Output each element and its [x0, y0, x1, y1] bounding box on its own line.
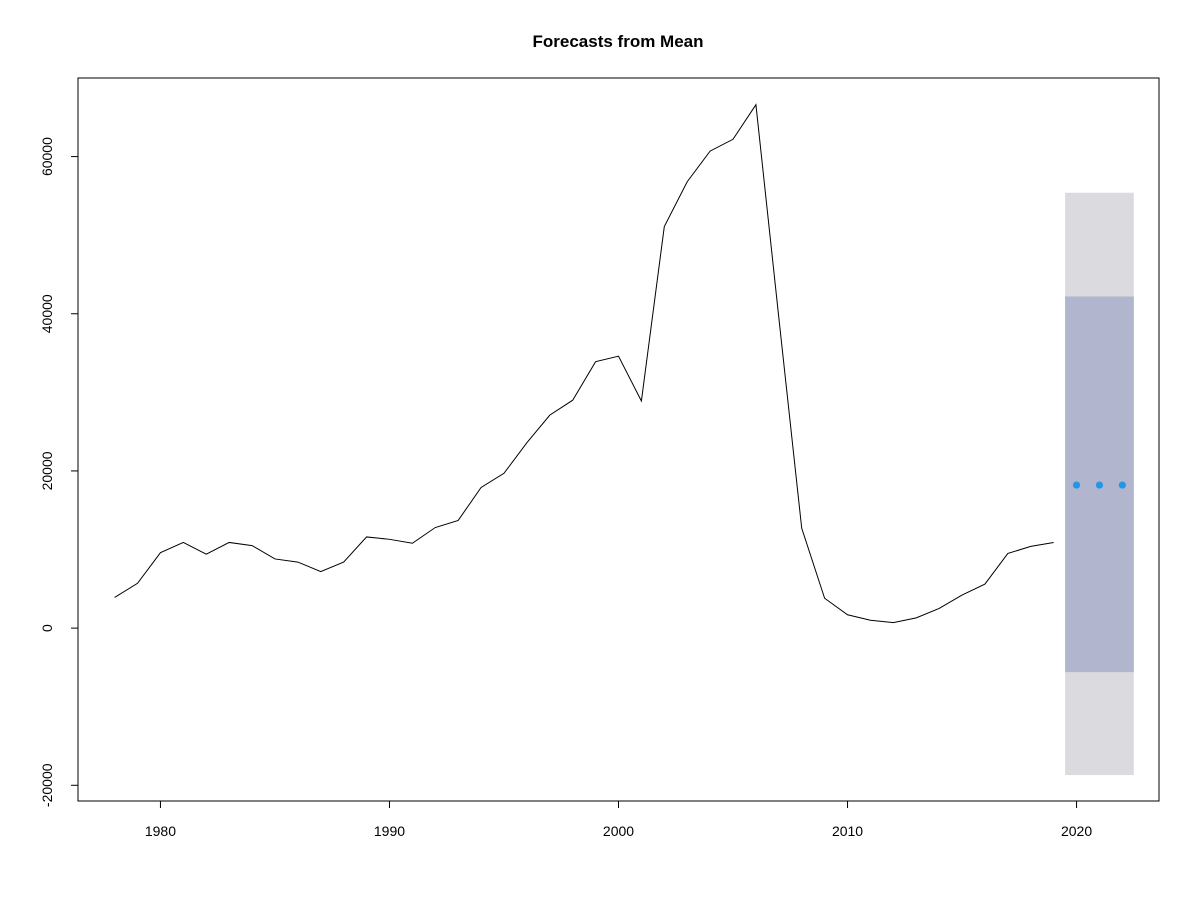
x-axis: 1980 1990 2000 2010 2020	[145, 800, 1092, 839]
y-tick-label: -20000	[39, 763, 55, 807]
y-tick-label: 20000	[39, 451, 55, 490]
chart-title: Forecasts from Mean	[533, 32, 704, 51]
x-tick-label: 1990	[374, 823, 405, 839]
plot-frame	[77, 77, 1160, 802]
forecast-point	[1072, 481, 1081, 489]
x-tick-label: 2000	[603, 823, 634, 839]
x-tick-label: 2020	[1061, 823, 1092, 839]
forecast-point	[1118, 481, 1126, 489]
y-tick-label: 0	[39, 624, 55, 632]
series-layer	[114, 103, 1054, 624]
series-line-0	[114, 103, 1054, 624]
x-tick-label: 1980	[145, 823, 176, 839]
y-tick-label: 40000	[39, 294, 55, 333]
y-tick-label: 60000	[39, 137, 55, 176]
y-axis: -20000 0 20000 40000 60000	[39, 137, 79, 807]
forecast-points	[1072, 481, 1126, 489]
forecast-point	[1095, 481, 1104, 489]
x-tick-label: 2010	[832, 823, 863, 839]
